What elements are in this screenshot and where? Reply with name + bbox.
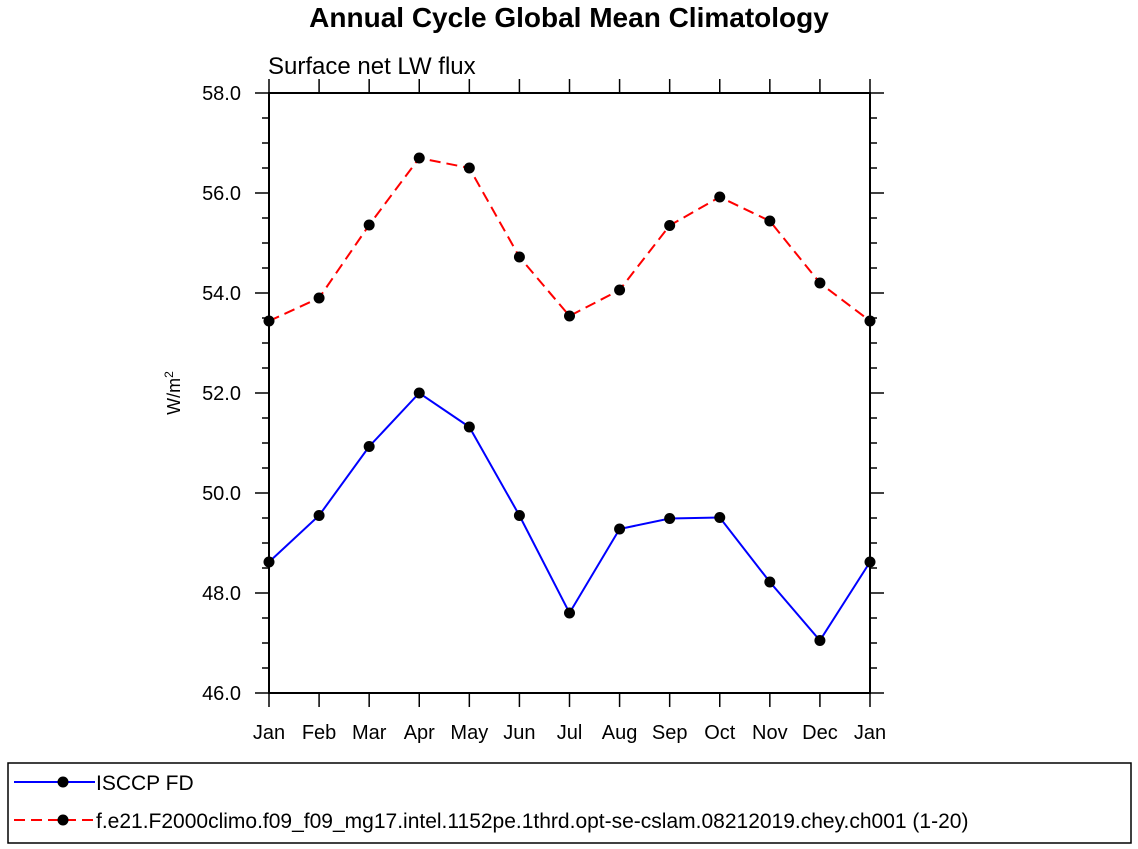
- y-tick-label: 56.0: [202, 183, 241, 205]
- plot-area: 46.0 48.0 50.0 52.0 54.0 56.0 58.0 Jan Feb Mar Apr…: [202, 79, 886, 744]
- data-point-series-0: [313, 510, 325, 521]
- data-point-series-1: [664, 220, 676, 231]
- data-point-series-1: [764, 215, 776, 227]
- y-tick-label: 58.0: [202, 83, 241, 105]
- series-line-0: [268, 391, 871, 643]
- data-point-series-1: [363, 219, 375, 231]
- data-point-series-1: [313, 292, 325, 304]
- x-tick-label: Sep: [652, 722, 688, 744]
- x-tick-label: Mar: [352, 722, 387, 744]
- legend-label-0: ISCCP FD: [96, 772, 194, 795]
- legend-marker-0: [57, 776, 69, 788]
- x-tick-label: Jul: [557, 722, 583, 744]
- data-point-series-1: [463, 162, 475, 174]
- data-point-series-0: [564, 607, 575, 619]
- plot-frame: [268, 92, 871, 694]
- data-point-series-0: [263, 556, 275, 568]
- legend: ISCCP FD f.e21.F2000climo.f09_f09_mg17.in…: [7, 762, 1132, 844]
- data-point-series-1: [714, 191, 726, 203]
- data-point-series-1: [564, 310, 575, 322]
- data-point-series-0: [764, 576, 776, 588]
- y-tick-label: 52.0: [202, 383, 241, 405]
- y-tick-label: 48.0: [202, 583, 241, 605]
- data-point-series-1: [864, 315, 876, 327]
- x-tick-label: Nov: [752, 722, 788, 744]
- y-axis-label-superscript: 2: [162, 371, 176, 378]
- data-point-series-0: [714, 512, 726, 523]
- data-point-series-1: [513, 251, 525, 263]
- x-tick-label: Dec: [802, 722, 838, 744]
- x-tick-label: Feb: [302, 722, 336, 744]
- legend-marker-1: [57, 814, 69, 826]
- data-point-series-1: [814, 277, 826, 289]
- x-tick-label: Apr: [404, 722, 435, 744]
- chart-title: Annual Cycle Global Mean Climatology: [309, 2, 829, 33]
- y-tick-label: 50.0: [202, 483, 241, 505]
- legend-box: [7, 762, 1132, 844]
- x-tick-label: Jan: [854, 722, 886, 744]
- x-tick-label: Oct: [704, 722, 736, 744]
- data-point-series-0: [864, 556, 876, 568]
- data-point-series-0: [463, 421, 475, 433]
- x-tick-label: Jan: [253, 722, 285, 744]
- x-tick-label: May: [450, 722, 488, 744]
- data-point-series-1: [413, 152, 425, 164]
- x-tick-label: Jun: [503, 722, 535, 744]
- y-tick-label: 46.0: [202, 683, 241, 705]
- data-point-series-1: [614, 284, 626, 296]
- data-point-series-1: [263, 315, 275, 327]
- data-point-series-0: [513, 510, 525, 521]
- chart-subtitle: Surface net LW flux: [268, 53, 476, 80]
- y-tick-label: 54.0: [202, 283, 241, 305]
- x-tick-label: Aug: [602, 722, 638, 744]
- data-point-series-0: [614, 523, 626, 535]
- y-axis-label-text: W/m: [164, 378, 184, 415]
- data-point-series-0: [363, 441, 375, 452]
- data-point-series-0: [413, 387, 425, 399]
- data-point-series-0: [664, 513, 676, 524]
- legend-label-1: f.e21.F2000climo.f09_f09_mg17.intel.1152…: [96, 810, 968, 833]
- series-line-1: [268, 156, 871, 322]
- data-point-series-0: [814, 635, 826, 646]
- svg-text:W/m2: W/m2: [162, 371, 184, 415]
- y-axis-label: W/m2: [162, 371, 184, 415]
